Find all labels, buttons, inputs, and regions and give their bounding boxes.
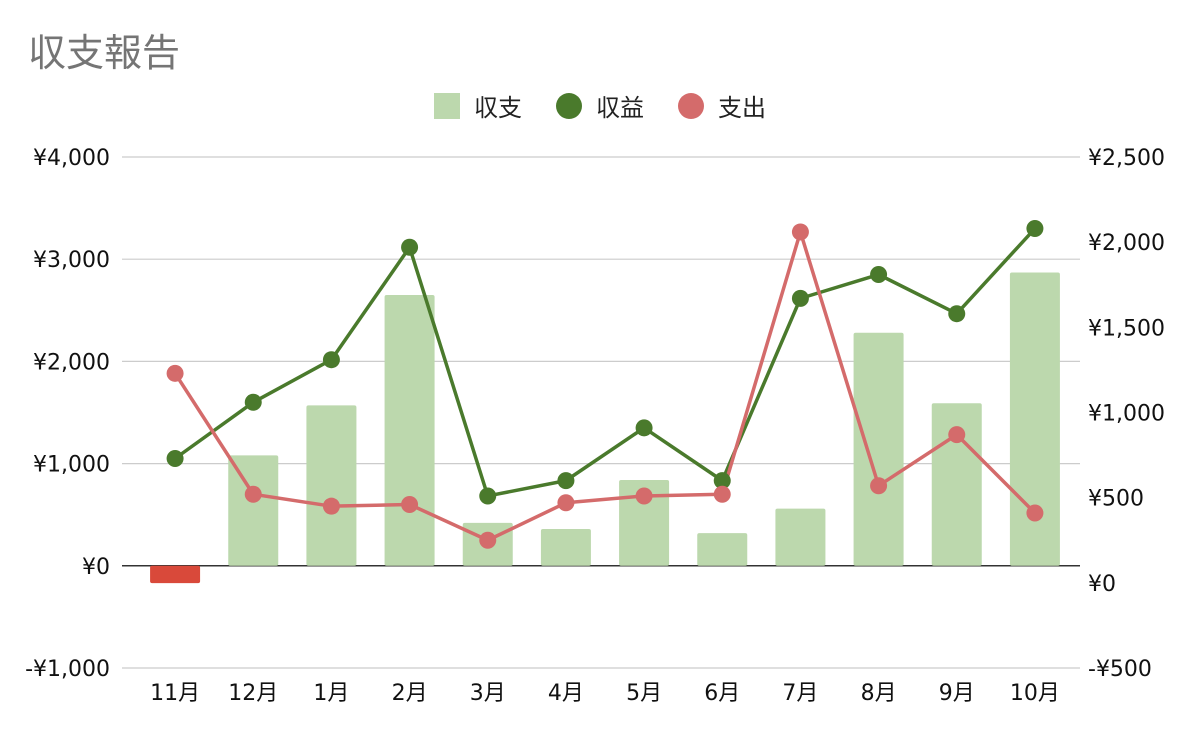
bar xyxy=(228,455,279,566)
x-tick-label: 8月 xyxy=(861,681,897,706)
x-tick-label: 11月 xyxy=(150,681,200,706)
bar xyxy=(853,332,904,566)
left-tick-label: ¥1,000 xyxy=(33,453,110,478)
legend-swatch-expense xyxy=(678,92,704,119)
expense-point xyxy=(948,426,966,444)
x-tick-label: 2月 xyxy=(392,681,428,706)
expense-point xyxy=(166,364,184,382)
x-tick-label: 6月 xyxy=(704,681,740,706)
revenue-line xyxy=(174,227,1037,498)
left-tick-label: -¥1,000 xyxy=(25,657,110,682)
expense-point xyxy=(635,487,653,505)
bar xyxy=(775,508,826,566)
expense-point xyxy=(401,495,419,513)
right-tick-label: ¥500 xyxy=(1088,487,1144,512)
revenue-point xyxy=(870,266,888,284)
legend-item-expense: 支出 xyxy=(678,88,766,123)
revenue-point xyxy=(401,238,419,256)
expense-point xyxy=(244,485,262,503)
legend: 収支 収益 支出 xyxy=(0,88,1200,123)
x-tick-label: 10月 xyxy=(1010,681,1060,706)
expense-point xyxy=(1026,504,1044,522)
legend-swatch-balance xyxy=(434,92,460,119)
legend-label-expense: 支出 xyxy=(718,94,766,122)
x-tick-label: 4月 xyxy=(548,681,584,706)
x-tick-label: 1月 xyxy=(313,681,349,706)
bar xyxy=(619,479,670,566)
bar xyxy=(697,533,748,566)
revenue-point xyxy=(635,419,653,437)
revenue-point xyxy=(791,289,809,307)
right-tick-label: ¥1,000 xyxy=(1088,402,1165,427)
right-tick-label: ¥2,500 xyxy=(1088,146,1165,171)
revenue-point xyxy=(322,351,340,369)
legend-item-balance: 収支 xyxy=(434,88,522,123)
revenue-point xyxy=(1026,220,1044,238)
left-tick-label: ¥0 xyxy=(82,555,110,580)
revenue-point xyxy=(166,449,184,467)
left-tick-label: ¥2,000 xyxy=(33,350,110,375)
bar xyxy=(384,294,435,566)
bar xyxy=(150,565,201,584)
revenue-point xyxy=(713,472,731,490)
revenue-point xyxy=(948,305,966,323)
expense-point xyxy=(870,477,888,495)
revenue-point xyxy=(479,487,497,505)
legend-label-balance: 収支 xyxy=(474,94,522,122)
x-tick-label: 12月 xyxy=(228,681,278,706)
x-tick-label: 9月 xyxy=(939,681,975,706)
expense-line xyxy=(173,230,1037,542)
expense-point xyxy=(557,494,575,512)
revenue-point xyxy=(557,472,575,490)
expense-point xyxy=(479,531,497,549)
x-tick-label: 7月 xyxy=(782,681,818,706)
expense-point xyxy=(322,497,340,515)
bar xyxy=(306,405,357,566)
x-tick-label: 3月 xyxy=(470,681,506,706)
revenue-point xyxy=(244,393,262,411)
chart-title: 収支報告 xyxy=(28,31,181,75)
left-tick-label: ¥4,000 xyxy=(33,146,110,171)
right-tick-label: ¥2,000 xyxy=(1088,231,1165,256)
bar xyxy=(540,529,591,566)
legend-item-revenue: 収益 xyxy=(556,88,644,123)
expense-point xyxy=(791,223,809,241)
right-tick-label: ¥0 xyxy=(1088,572,1116,597)
bar xyxy=(1009,272,1060,566)
legend-label-revenue: 収益 xyxy=(596,94,644,122)
left-tick-label: ¥3,000 xyxy=(33,248,110,273)
legend-swatch-revenue xyxy=(556,92,582,119)
x-tick-label: 5月 xyxy=(626,681,662,706)
right-tick-label: ¥1,500 xyxy=(1088,316,1165,341)
right-tick-label: -¥500 xyxy=(1088,657,1152,682)
expense-point xyxy=(713,485,731,503)
